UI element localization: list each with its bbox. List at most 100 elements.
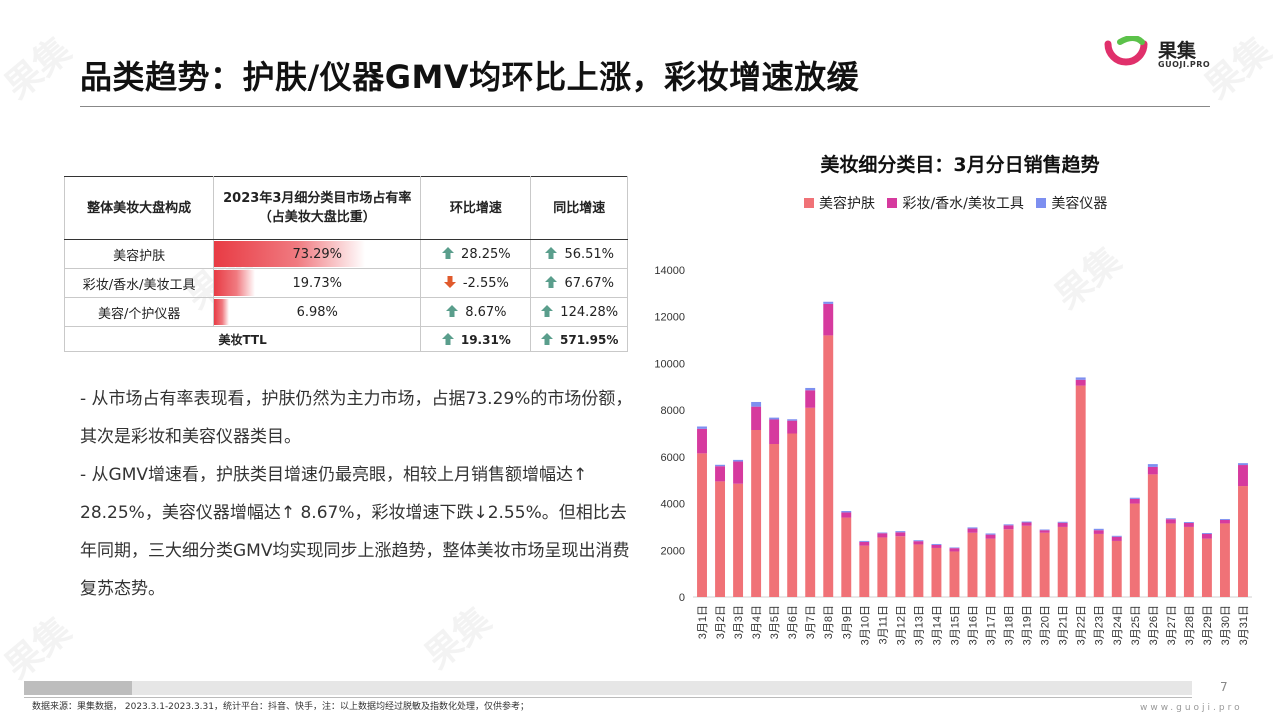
bar-segment	[823, 335, 834, 597]
bar-segment	[913, 544, 924, 597]
x-tick-label: 3月11日	[877, 605, 889, 645]
bar-segment	[931, 543, 942, 545]
bar-segment	[1165, 523, 1176, 597]
bar-segment	[985, 534, 996, 539]
bar-segment	[1201, 533, 1212, 534]
chart-legend: 美容护肤 彩妆/香水/美妆工具 美容仪器	[804, 193, 1115, 213]
y-tick-label: 2000	[661, 545, 685, 557]
x-tick-label: 3月16日	[968, 605, 980, 645]
table-total-row: 美妆TTL 19.31% 571.95%	[63, 326, 628, 352]
x-tick-label: 3月25日	[1130, 605, 1142, 645]
mom-cell: 8.67%	[420, 297, 532, 327]
y-tick-label: 10000	[654, 358, 685, 370]
bar-segment	[1147, 474, 1158, 597]
bar-segment	[1201, 533, 1212, 539]
mom-value: 19.31%	[460, 332, 511, 347]
bar-segment	[733, 483, 744, 597]
bar-segment	[1075, 385, 1086, 597]
logo-name: 果集	[1158, 40, 1197, 62]
y-tick-label: 8000	[661, 405, 685, 417]
legend-item: 美容仪器	[1036, 193, 1107, 213]
x-tick-label: 3月10日	[859, 605, 871, 645]
x-tick-label: 3月7日	[805, 605, 817, 639]
legend-label: 美容仪器	[1051, 196, 1108, 212]
share-cell: 73.29%	[213, 239, 422, 269]
x-tick-label: 3月1日	[697, 605, 709, 639]
bullet-item: - 从市场占有率表现看，护肤仍然为主力市场，占据73.29%的市场份额，其次是彩…	[80, 389, 633, 447]
page-title: 品类趋势：护肤/仪器GMV均环比上涨，彩妆增速放缓	[80, 58, 860, 96]
share-value: 6.98%	[296, 304, 338, 320]
yoy-cell: 571.95%	[530, 326, 628, 352]
category-name: 彩妆/香水/美妆工具	[63, 268, 215, 298]
yoy-value: 56.51%	[564, 247, 615, 262]
x-tick-label: 3月3日	[733, 605, 745, 639]
bar-segment	[859, 545, 870, 597]
watermark-text: 果集	[0, 29, 80, 108]
bar-segment	[805, 390, 816, 408]
bar-segment	[1057, 526, 1068, 597]
bar-segment	[697, 426, 707, 429]
table-header-row: 整体美妆大盘构成 2023年3月细分类目市场占有率 （占美妆大盘比重） 环比增速…	[63, 176, 628, 240]
footer-divider	[24, 697, 1192, 698]
mom-value: 28.25%	[461, 247, 511, 262]
bar-segment	[823, 303, 834, 336]
bar-segment	[841, 511, 852, 513]
bar-segment	[895, 531, 906, 533]
mom-cell: 19.31%	[420, 326, 532, 352]
chart-title: 美妆细分类目：3月分日销售趋势	[820, 154, 1100, 176]
table-header: 同比增速	[530, 176, 628, 240]
bar-segment	[769, 444, 780, 597]
mom-arrow-icon	[445, 304, 459, 318]
legend-item: 彩妆/香水/美妆工具	[887, 193, 1024, 213]
bar-segment	[949, 548, 960, 552]
bar-segment	[787, 420, 798, 434]
bar-segment	[931, 544, 942, 548]
yoy-cell: 124.28%	[530, 297, 628, 327]
x-tick-label: 3月8日	[823, 605, 835, 639]
x-tick-label: 3月5日	[769, 605, 781, 639]
bullet-item: - 从GMV增速看，护肤类目增速仍最亮眼，相较上月销售额增幅达↑ 28.25%，…	[80, 465, 630, 599]
logo-sub: GUOJI.PRO	[1158, 60, 1211, 69]
bar-segment	[877, 532, 888, 534]
table-header: 2023年3月细分类目市场占有率 （占美妆大盘比重）	[213, 176, 422, 240]
bar-segment	[913, 540, 924, 542]
page-number: 7	[1220, 680, 1228, 694]
bar-segment	[1238, 465, 1248, 487]
bar-segment	[1111, 540, 1122, 597]
bar-segment	[1201, 538, 1212, 597]
yoy-value: 67.67%	[564, 276, 615, 291]
x-tick-label: 3月19日	[1022, 605, 1034, 645]
x-tick-label: 3月18日	[1004, 605, 1016, 645]
x-tick-label: 3月27日	[1166, 605, 1178, 645]
bar-segment	[1219, 523, 1230, 597]
bar-segment	[985, 538, 996, 597]
mom-cell: -2.55%	[420, 268, 532, 298]
legend-label: 彩妆/香水/美妆工具	[902, 196, 1024, 212]
bar-segment	[715, 481, 726, 597]
x-tick-label: 3月31日	[1238, 605, 1250, 645]
bar-segment	[913, 541, 924, 545]
share-value: 73.29%	[292, 246, 343, 262]
mom-cell: 28.25%	[420, 239, 532, 269]
mom-value: 8.67%	[465, 305, 507, 320]
x-tick-label: 3月21日	[1058, 605, 1070, 645]
yoy-arrow-icon	[544, 246, 558, 260]
y-tick-label: 6000	[661, 452, 685, 464]
bar-segment	[1021, 521, 1032, 523]
yoy-cell: 56.51%	[530, 239, 628, 269]
yoy-cell: 67.67%	[530, 268, 628, 298]
bar-segment	[1039, 529, 1050, 531]
bar-segment	[733, 459, 744, 462]
bar-segment	[859, 541, 870, 546]
bar-segment	[751, 406, 762, 430]
bar-segment	[1111, 535, 1122, 537]
total-name: 美妆TTL	[63, 326, 422, 352]
bar-segment	[1238, 463, 1248, 466]
mom-arrow-icon	[443, 275, 457, 289]
footer-progress	[24, 681, 132, 695]
guoji-logo-icon	[1104, 36, 1148, 66]
bar-segment	[1147, 466, 1158, 475]
bar-segment	[787, 433, 798, 597]
x-tick-label: 3月22日	[1076, 605, 1088, 645]
share-cell: 6.98%	[213, 297, 422, 327]
